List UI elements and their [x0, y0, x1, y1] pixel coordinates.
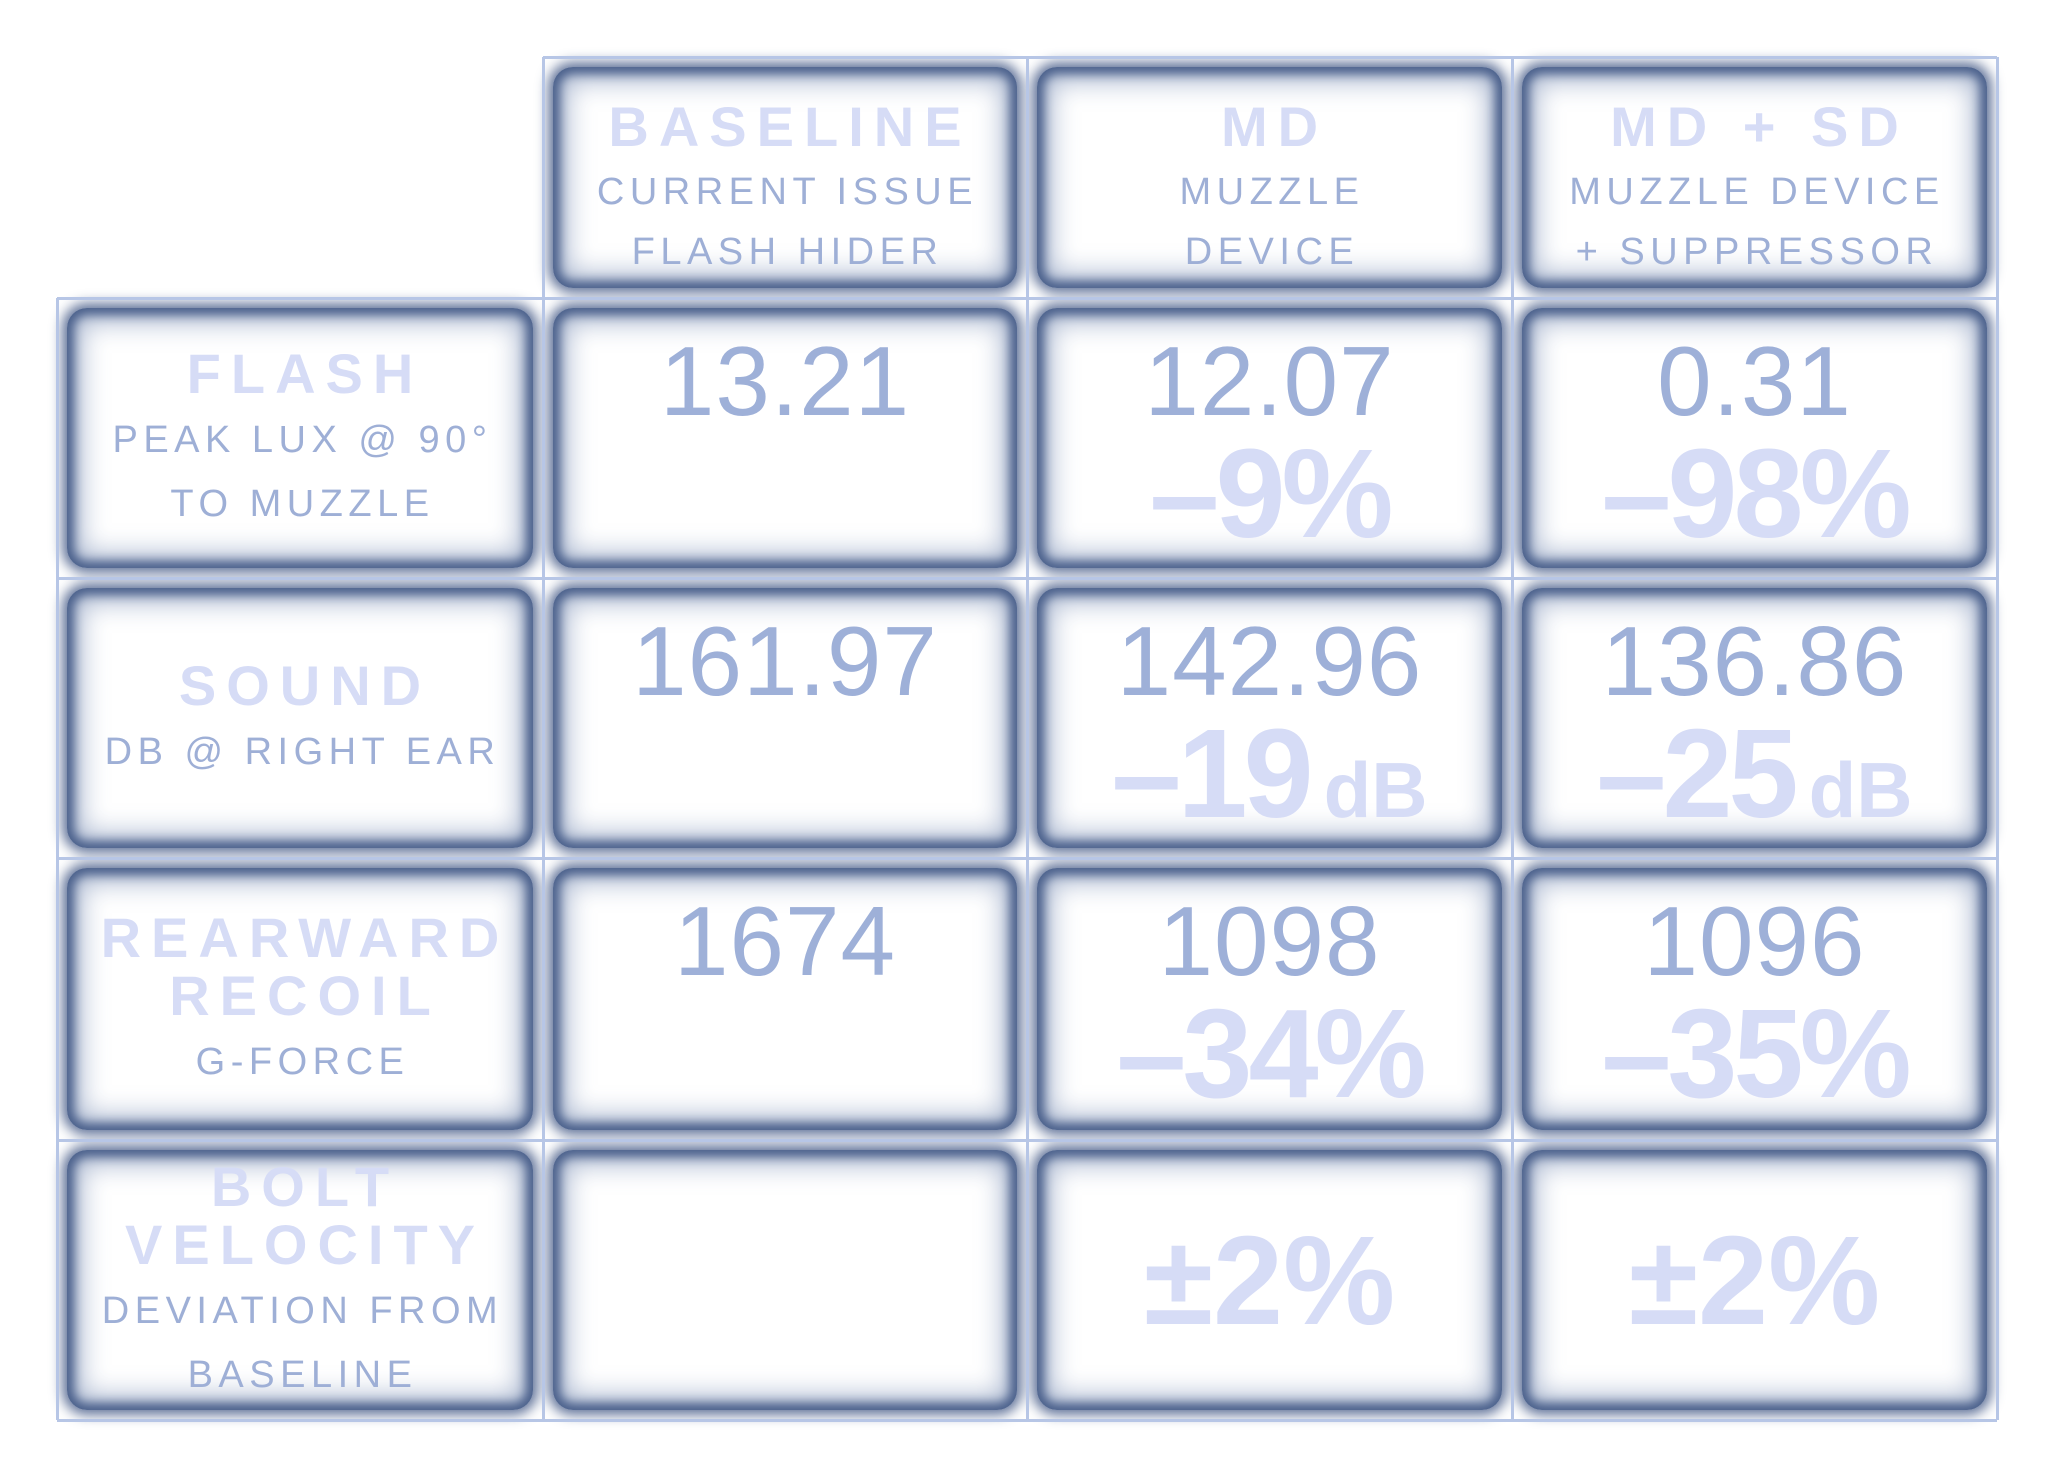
value-cell: 12.07 –9%	[1037, 308, 1502, 568]
grid-line	[57, 577, 1997, 580]
value-cell: 1098 –34%	[1037, 868, 1502, 1130]
measured-value: 0.31	[1657, 326, 1852, 436]
change-value: ±2%	[1144, 1218, 1395, 1344]
grid-line	[57, 857, 1997, 860]
value-cell: 0.31 –98%	[1522, 308, 1987, 568]
measured-value: 136.86	[1601, 606, 1908, 716]
value-cell: 142.96 –19 dB	[1037, 588, 1502, 848]
value-cell	[553, 1150, 1017, 1410]
change-unit: dB	[1323, 746, 1428, 834]
row-title: SOUND	[178, 654, 432, 717]
grid-line	[1996, 57, 1999, 1420]
row-title: FLASH	[186, 342, 424, 405]
measured-value: 142.96	[1116, 606, 1423, 716]
value-cell: 1674	[553, 868, 1017, 1130]
row-title: VELOCITY	[124, 1213, 486, 1276]
column-subtitle: DEVICE	[1184, 231, 1360, 273]
change-value: ±2%	[1629, 1218, 1880, 1344]
column-title: BASELINE	[608, 95, 972, 158]
row-subtitle: G-FORCE	[195, 1041, 410, 1083]
column-subtitle: + SUPPRESSOR	[1575, 231, 1939, 273]
grid-line	[543, 56, 1997, 59]
row-subtitle: DEVIATION FROM	[101, 1290, 504, 1332]
column-title: MD	[1220, 95, 1329, 158]
measured-value: 13.21	[659, 326, 911, 436]
value-cell: 13.21	[553, 308, 1017, 568]
row-label-3: REARWARD RECOIL G-FORCE	[67, 868, 533, 1130]
row-subtitle: PEAK LUX @ 90°	[112, 419, 493, 461]
change-value: –35%	[1601, 991, 1911, 1117]
column-header-2: MD MUZZLE DEVICE	[1037, 67, 1502, 288]
row-title: REARWARD	[100, 906, 510, 969]
measured-value: 1674	[673, 886, 896, 996]
change-value: –34%	[1116, 991, 1426, 1117]
change-value: –9%	[1149, 431, 1393, 557]
row-label-2: SOUND DB @ RIGHT EAR	[67, 588, 533, 848]
change-number: ±2%	[1143, 1210, 1396, 1351]
measured-value: 1098	[1158, 886, 1381, 996]
change-unit: dB	[1808, 746, 1913, 834]
column-header-3: MD + SD MUZZLE DEVICE + SUPPRESSOR	[1522, 67, 1987, 288]
value-cell: 161.97	[553, 588, 1017, 848]
change-number: –98%	[1601, 423, 1911, 564]
row-subtitle: BASELINE	[187, 1354, 418, 1396]
grid-line	[57, 1139, 1997, 1142]
grid-line	[57, 1419, 1997, 1422]
row-subtitle: TO MUZZLE	[170, 483, 435, 525]
column-subtitle: MUZZLE	[1179, 171, 1365, 213]
change-number: –19	[1111, 703, 1313, 844]
column-subtitle: FLASH HIDER	[631, 231, 944, 273]
measured-value: 12.07	[1144, 326, 1395, 436]
change-number: –34%	[1116, 983, 1426, 1124]
change-number: –35%	[1601, 983, 1911, 1124]
value-cell: ±2%	[1037, 1150, 1502, 1410]
row-title: RECOIL	[169, 964, 441, 1027]
change-number: –9%	[1149, 423, 1393, 564]
row-subtitle: DB @ RIGHT EAR	[104, 731, 501, 773]
measured-value: 161.97	[632, 606, 938, 716]
grid-line	[1511, 57, 1514, 1420]
value-cell: 136.86 –25 dB	[1522, 588, 1987, 848]
grid-line	[542, 57, 545, 1420]
value-cell: 1096 –35%	[1522, 868, 1987, 1130]
column-subtitle: CURRENT ISSUE	[596, 171, 979, 213]
grid-line	[1026, 57, 1029, 1420]
change-number: –25	[1596, 703, 1798, 844]
measured-value: 1096	[1643, 886, 1866, 996]
column-header-1: BASELINE CURRENT ISSUE FLASH HIDER	[553, 67, 1017, 288]
column-title: MD + SD	[1610, 95, 1909, 158]
change-value: –98%	[1601, 431, 1911, 557]
grid-line	[57, 297, 1997, 300]
value-cell: ±2%	[1522, 1150, 1987, 1410]
row-title: BOLT	[210, 1155, 400, 1218]
row-label-4: BOLT VELOCITY DEVIATION FROM BASELINE	[67, 1150, 533, 1410]
row-label-1: FLASH PEAK LUX @ 90° TO MUZZLE	[67, 308, 533, 568]
change-value: –19 dB	[1111, 711, 1428, 850]
change-number: ±2%	[1628, 1210, 1881, 1351]
column-subtitle: MUZZLE DEVICE	[1569, 171, 1945, 213]
change-value: –25 dB	[1596, 711, 1913, 850]
